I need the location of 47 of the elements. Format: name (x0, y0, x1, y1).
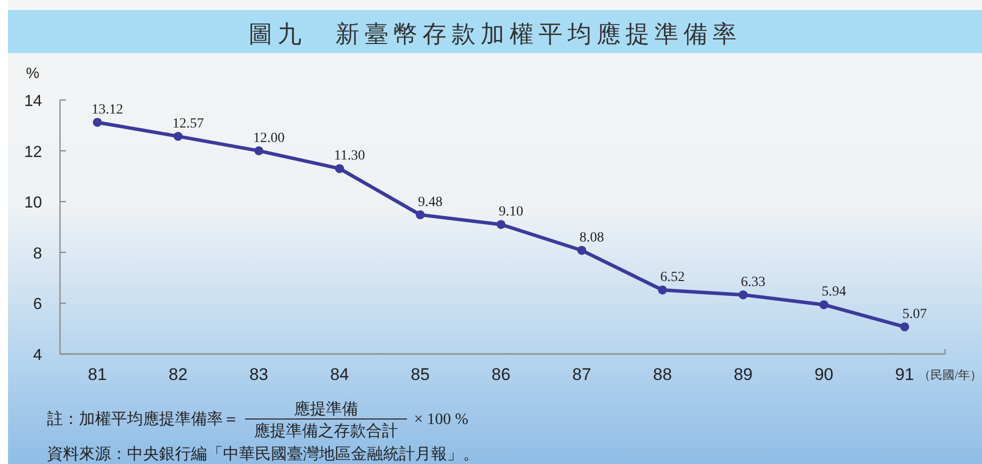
y-tick-label: 6 (33, 296, 42, 314)
y-tick-label: 10 (24, 194, 42, 212)
text: 6.52 (660, 270, 685, 285)
point (92, 118, 102, 127)
point (658, 285, 667, 294)
y-tick-label: 8 (33, 245, 42, 262)
x-tick-label: 91 (895, 365, 914, 384)
text: 5.94 (822, 284, 846, 300)
y-tick-label: 4 (33, 347, 42, 364)
text: 8.08 (579, 230, 604, 246)
text: 應提準備 (294, 400, 358, 418)
point (900, 322, 910, 332)
point (335, 164, 344, 174)
text: 註：加權平均應提準備率＝ (47, 410, 239, 428)
x-tick-label: 89 (734, 365, 753, 384)
x-tick-label: 81 (88, 365, 107, 384)
y-tick-label: 12 (24, 144, 42, 161)
text: 9.48 (418, 194, 443, 210)
x-axis-title: （民國/年） (918, 368, 982, 382)
x-tick-label: 90 (814, 365, 834, 384)
point (577, 246, 586, 255)
x-tick-label: 85 (410, 365, 430, 384)
x-tick-label: 88 (652, 365, 672, 384)
chart-title: 圖九 新臺幣存款加權平均應提準備率 (248, 21, 742, 48)
text: 12.57 (172, 116, 204, 132)
point (416, 210, 425, 220)
point (254, 146, 264, 156)
text: 9.10 (498, 204, 524, 220)
point (496, 220, 506, 229)
source-note: 資料來源：中央銀行編「中華民國臺灣地區金融統計月報」。 (47, 445, 479, 463)
text: 12.00 (253, 130, 285, 146)
x-tick-label: 83 (249, 365, 268, 384)
text: 13.12 (92, 102, 124, 118)
x-tick-label: 86 (492, 365, 510, 384)
y-tick-label: 14 (24, 93, 42, 110)
text: 應提準備之存款合計 (254, 422, 398, 440)
x-tick-label: 87 (572, 365, 592, 384)
text: 11.30 (334, 148, 366, 164)
text: 6.33 (740, 274, 766, 290)
x-tick-label: 84 (330, 365, 350, 384)
text: × 100 % (414, 411, 468, 428)
point (174, 132, 183, 141)
point (738, 290, 748, 300)
x-tick-label: 82 (168, 365, 188, 384)
text: 5.07 (902, 306, 927, 322)
y-axis-title: % (26, 65, 40, 82)
point (819, 300, 828, 310)
